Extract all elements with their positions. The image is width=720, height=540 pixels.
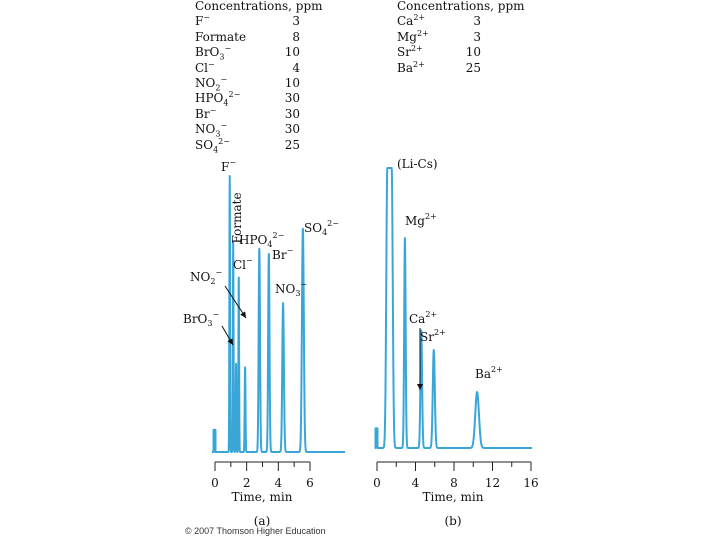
concentration-value: 25 (284, 137, 300, 152)
peak-label: BrO3− (183, 310, 219, 328)
ion-label: SO42− (195, 136, 230, 154)
x-tick-label: 4 (412, 476, 420, 490)
table-row: Sr2+ 10 (397, 45, 537, 60)
chromatogram-trace (212, 175, 346, 453)
ion-label: NO3− (195, 121, 228, 139)
peak-label: Sr2+ (420, 328, 446, 344)
table-row: Ba2+ 25 (397, 59, 537, 76)
panel-label: (b) (444, 514, 461, 528)
concentration-value: 10 (284, 75, 300, 90)
anion-rows: F− 3 Formate 8 BrO3− 10 Cl− 4 NO2− 10 HPO42− 30 Br− 3… (195, 14, 335, 154)
table-row: Formate 8 (195, 30, 335, 45)
x-tick-label: 4 (275, 476, 283, 490)
table-row: SO42− 25 (195, 136, 335, 154)
ion-label: Mg2+ (397, 28, 429, 44)
x-tick-label: 16 (523, 476, 538, 490)
peak-label: Formate (230, 192, 244, 243)
arrow-head (227, 338, 233, 345)
x-tick-label: 6 (306, 476, 314, 490)
concentration-value: 3 (473, 14, 481, 29)
peak-label: SO42− (304, 219, 339, 237)
ion-label: Cl− (195, 59, 215, 75)
concentration-value: 25 (465, 60, 481, 75)
label-arrow (224, 285, 247, 319)
concentration-value: 30 (284, 91, 300, 106)
concentration-value: 3 (473, 29, 481, 44)
arrow-head (417, 384, 423, 390)
x-tick-label: 2 (243, 476, 251, 490)
ion-label: Ba2+ (397, 59, 425, 75)
peak-label: (Li-Cs) (397, 157, 438, 171)
peak-label: Br− (272, 246, 293, 262)
concentration-value: 4 (292, 60, 300, 75)
cation-rows: Ca2+ 3 Mg2+ 3 Sr2+ 10 Ba2+ 25 (397, 14, 537, 76)
table-row: HPO42− 30 (195, 90, 335, 108)
x-axis-label: Time, min (423, 490, 484, 504)
concentration-value: 3 (292, 14, 300, 29)
x-axis-label: Time, min (232, 490, 293, 504)
peak-label: Cl− (233, 256, 253, 272)
x-tick-label: 0 (373, 476, 381, 490)
table-row: F− 3 (195, 14, 335, 29)
panel-label: (a) (254, 514, 271, 528)
table-header: Concentrations, ppm (195, 0, 323, 13)
peak-label: F− (221, 158, 236, 174)
table-row: NO2− 10 (195, 74, 335, 93)
ion-label: Formate (195, 29, 247, 44)
ion-label: Ca2+ (397, 13, 426, 29)
ion-label: NO2− (195, 74, 228, 93)
ion-label: BrO3− (195, 44, 232, 62)
ion-label: Br− (195, 105, 217, 121)
table-row: Ca2+ 3 (397, 14, 537, 29)
peak-label: Ba2+ (475, 365, 503, 381)
peak-label: Mg2+ (405, 212, 437, 228)
table-row: NO3− 30 (195, 121, 335, 139)
ion-label: HPO42− (195, 90, 241, 108)
anion-concentration-table: Concentrations, ppm F− 3 Formate 8 BrO3− 10 Cl… (195, 0, 335, 153)
table-row: BrO3− 10 (195, 44, 335, 62)
concentration-value: 8 (292, 29, 300, 44)
cation-concentration-table: Concentrations, ppm Ca2+ 3 Mg2+ 3 Sr2+ 10 Ba2+… (397, 0, 537, 76)
ion-label: Sr2+ (397, 44, 423, 60)
concentration-value: 10 (284, 45, 300, 60)
table-row: Cl− 4 (195, 59, 335, 76)
peak-label: NO2− (190, 268, 222, 286)
copyright-notice: © 2007 Thomson Higher Education (185, 526, 326, 536)
table-row: Mg2+ 3 (397, 28, 537, 45)
x-tick-label: 12 (485, 476, 500, 490)
ion-label: F− (195, 13, 211, 29)
table-row: Br− 30 (195, 105, 335, 122)
chromatogram-trace (374, 167, 533, 449)
concentration-value: 30 (284, 106, 300, 121)
concentration-value: 10 (465, 45, 481, 60)
peak-label: HPO42− (239, 231, 284, 249)
x-tick-label: 8 (450, 476, 458, 490)
table-header: Concentrations, ppm (397, 0, 525, 13)
arrow-head (240, 311, 246, 318)
concentration-value: 30 (284, 122, 300, 137)
x-tick-label: 0 (211, 476, 219, 490)
peak-label: Ca2+ (409, 310, 437, 326)
